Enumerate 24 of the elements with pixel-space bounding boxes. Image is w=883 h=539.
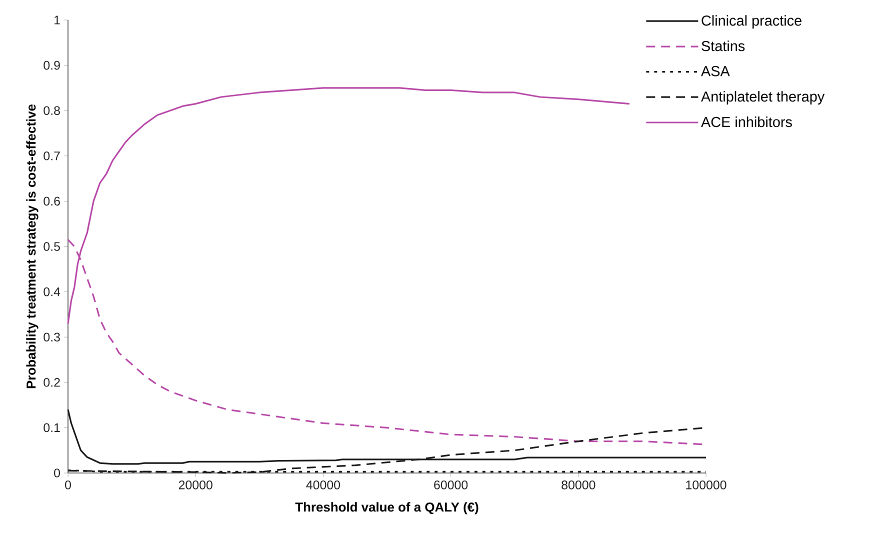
x-tick-label: 0	[65, 480, 71, 490]
y-tick-label: 0.5	[44, 242, 60, 251]
x-tick-label: 60000	[434, 480, 468, 490]
y-tick-label: 0.3	[44, 332, 60, 342]
legend-label: ASA	[701, 66, 730, 76]
legend-label: Antiplatelet therapy	[701, 91, 825, 105]
y-axis-title: Probability treatment strategy is cost-effective	[26, 104, 38, 388]
y-tick-label: 0.1	[44, 423, 60, 432]
y-tick-label: 0.8	[44, 106, 60, 116]
legend-label: Statins	[702, 40, 745, 52]
y-tick-label: 0.7	[44, 151, 60, 160]
y-tick-label: 0.6	[44, 196, 60, 206]
x-tick-label: 40000	[306, 480, 340, 490]
legend-label: Clinical practice	[702, 15, 802, 29]
x-tick-label: 80000	[562, 480, 596, 490]
y-tick-label: 1	[54, 16, 60, 24]
y-tick-label: 0.9	[44, 60, 60, 70]
x-axis-title: Threshold value of a QALY (€)	[295, 502, 478, 514]
y-tick-label: 0	[54, 468, 60, 478]
x-tick-label: 20000	[178, 480, 212, 490]
legend-label: ACE inhibitors	[701, 116, 792, 128]
x-tick-label: 100000	[686, 480, 726, 490]
y-tick-label: 0.2	[44, 378, 60, 387]
y-tick-label: 0.4	[44, 287, 60, 296]
